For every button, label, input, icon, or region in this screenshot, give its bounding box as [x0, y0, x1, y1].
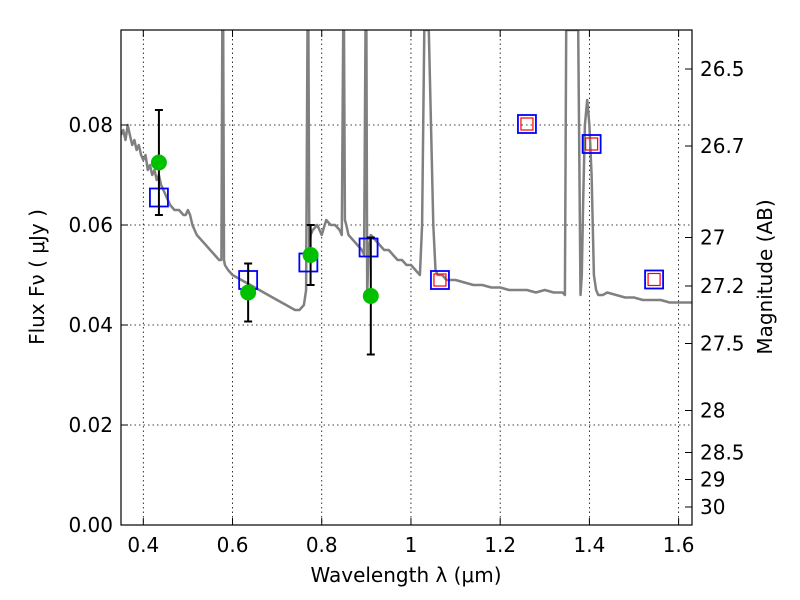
y-tick-label: 0.02 — [68, 413, 113, 437]
plot-frame — [120, 29, 693, 526]
y2-tick-label: 28 — [700, 399, 725, 423]
x-tick-label: 1 — [405, 533, 418, 557]
photometry-points — [149, 109, 664, 356]
circle-marker — [240, 284, 257, 301]
y2-tick-label: 27 — [700, 226, 725, 250]
outer-square-marker — [430, 270, 450, 290]
y2-tick-label: 26.7 — [700, 134, 745, 158]
inner-square-marker — [433, 273, 447, 287]
outer-square-marker — [517, 114, 537, 134]
x-tick-label: 1.6 — [663, 533, 695, 557]
y2-tick-label: 29 — [700, 468, 725, 492]
y2-tick-label: 28.5 — [700, 441, 745, 465]
y-axis-label: Flux Fν ( μJy ) — [25, 209, 49, 345]
y2-tick-label: 27.5 — [700, 332, 745, 356]
inner-square-marker — [520, 117, 534, 131]
circle-marker — [302, 247, 319, 263]
x-tick-label: 0.8 — [306, 533, 338, 557]
y-tick-label: 0.04 — [68, 313, 113, 337]
y2-axis-label: Magnitude (AB) — [753, 199, 777, 354]
x-tick-label: 0.6 — [217, 533, 249, 557]
inner-square-marker — [585, 137, 599, 151]
x-tick-label: 0.4 — [127, 533, 159, 557]
inner-square-marker — [647, 272, 661, 287]
y-tick-label: 0.00 — [68, 513, 113, 537]
y2-tick-label: 27.2 — [700, 274, 745, 298]
outer-square-marker — [581, 134, 602, 154]
axis-ticks: 0.4 0.6 0.8 1 1.2 1.4 1.6 0.00 0.02 0.04 0.06 0.08 2… — [68, 30, 745, 557]
y-tick-label: 0.06 — [68, 213, 113, 237]
x-tick-label: 1.2 — [484, 533, 516, 557]
y-tick-label: 0.08 — [68, 113, 113, 137]
outer-square-marker — [644, 269, 664, 290]
grid-lines — [121, 30, 692, 526]
circle-marker — [362, 288, 379, 304]
y2-tick-label: 30 — [700, 495, 725, 519]
model-spectrum — [121, 30, 692, 312]
y2-tick-label: 26.5 — [700, 57, 745, 81]
circle-marker — [150, 154, 167, 171]
spectrum-line — [121, 30, 692, 312]
x-axis-label: Wavelength λ (μm) — [310, 563, 501, 587]
x-tick-label: 1.4 — [573, 533, 605, 557]
